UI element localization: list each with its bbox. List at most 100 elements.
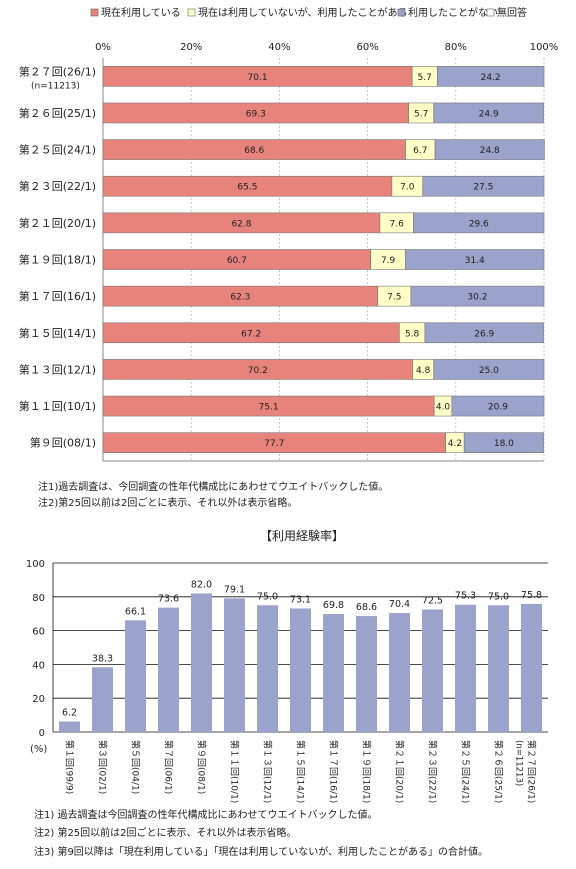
legend-swatch-0 bbox=[90, 8, 99, 17]
x-tick-label-0: 0% bbox=[95, 42, 111, 53]
rate-value-9: 68.6 bbox=[356, 602, 377, 613]
bar-value-1-0: 69.3 bbox=[246, 109, 266, 119]
x-tick-label-1: 20% bbox=[180, 42, 202, 53]
category-label-14: 第２７回(26/1) bbox=[526, 740, 538, 803]
bar-value-9-1: 4.0 bbox=[436, 403, 451, 413]
bar-seg-8-2 bbox=[433, 359, 545, 380]
legend-swatch-1 bbox=[187, 8, 196, 17]
bar-value-8-2: 25.0 bbox=[479, 366, 499, 376]
legend-swatch-2 bbox=[397, 8, 406, 17]
bar-value-7-1: 5.8 bbox=[405, 329, 420, 339]
rate-value-4: 82.0 bbox=[191, 579, 212, 590]
y-tick-label-3: 60 bbox=[32, 627, 45, 638]
category-label-4: 第２１回(20/1) bbox=[19, 216, 96, 230]
rate-value-6: 75.0 bbox=[257, 591, 278, 602]
bar-value-1-2: 24.9 bbox=[479, 109, 499, 119]
y-tick-label-5: 100 bbox=[26, 559, 45, 570]
rate-bar-1 bbox=[92, 667, 113, 732]
bar-value-5-2: 31.4 bbox=[465, 256, 485, 266]
rate-bar-9 bbox=[356, 616, 377, 732]
bar-seg-4-2 bbox=[413, 212, 545, 234]
category-label-6: 第１３回(12/1) bbox=[262, 740, 274, 803]
bar-value-10-2: 18.0 bbox=[494, 439, 514, 449]
note-top-2: 注2)第25回以前は2回ごとに表示、それ以外は表示省略。 bbox=[38, 498, 298, 509]
bar-value-7-0: 67.2 bbox=[241, 329, 261, 339]
rate-value-0: 6.2 bbox=[62, 708, 77, 719]
bar-seg-7-2 bbox=[424, 322, 544, 344]
rate-value-2: 66.1 bbox=[125, 606, 146, 617]
bar-value-8-0: 70.2 bbox=[248, 366, 268, 376]
rate-bar-6 bbox=[257, 605, 278, 732]
category-label-5: 第１９回(18/1) bbox=[19, 253, 96, 267]
bar-value-0-1: 5.7 bbox=[418, 73, 432, 83]
x-tick-label-5: 100% bbox=[530, 42, 559, 53]
bar-value-9-0: 75.1 bbox=[259, 403, 279, 413]
category-label-2: 第５回(04/1) bbox=[130, 740, 142, 794]
bar-value-9-2: 20.9 bbox=[488, 403, 508, 413]
category-label-9: 第１９回(18/1) bbox=[361, 740, 373, 803]
bar-seg-3-2 bbox=[422, 175, 545, 197]
rate-value-8: 69.8 bbox=[323, 600, 344, 611]
category-label-10: 第２１回(20/1) bbox=[394, 740, 406, 803]
bar-value-4-2: 29.6 bbox=[469, 219, 489, 229]
category-label-0: 第１回(99/9) bbox=[64, 740, 76, 794]
sample-size-label: (n=11213) bbox=[31, 81, 80, 91]
legend-swatch-3 bbox=[486, 8, 495, 17]
rate-value-12: 75.3 bbox=[455, 591, 476, 602]
y-tick-label-4: 80 bbox=[32, 593, 45, 604]
rate-value-10: 70.4 bbox=[389, 599, 410, 610]
category-label-2: 第２５回(24/1) bbox=[19, 143, 96, 157]
bar-seg-10-2 bbox=[463, 432, 544, 453]
bar-value-6-1: 7.5 bbox=[387, 293, 401, 303]
bar-seg-0-2 bbox=[436, 66, 545, 87]
bar-value-2-2: 24.8 bbox=[480, 146, 500, 156]
bar-seg-6-2 bbox=[410, 285, 545, 307]
category-label-0: 第２７回(26/1) bbox=[19, 64, 96, 78]
rate-bar-7 bbox=[290, 608, 311, 732]
legend-label-3: 無回答 bbox=[497, 6, 527, 19]
note-bottom-3: 注3) 第9回以降は「現在利用している」「現在は利用していないが、利用したことが… bbox=[34, 847, 489, 858]
note-bottom-2: 注2) 第25回以前は2回ごとに表示、それ以外は表示省略。 bbox=[34, 828, 297, 839]
category-label-8: 第１３回(12/1) bbox=[19, 362, 96, 376]
bar-seg-2-2 bbox=[434, 139, 545, 160]
bar-value-6-2: 30.2 bbox=[467, 293, 487, 303]
rate-bar-10 bbox=[389, 613, 410, 732]
rate-bar-13 bbox=[488, 605, 509, 732]
rate-bar-12 bbox=[455, 604, 476, 732]
bar-value-4-1: 7.6 bbox=[390, 219, 405, 229]
category-label-10: 第９回(08/1) bbox=[30, 436, 96, 450]
y-tick-label-0: 0 bbox=[39, 728, 45, 739]
rate-value-3: 73.6 bbox=[158, 594, 179, 605]
rate-bar-2 bbox=[125, 620, 146, 732]
bar-seg-1-2 bbox=[433, 102, 544, 124]
category-label-1: 第３回(02/1) bbox=[97, 740, 109, 794]
category-label-3: 第２３回(22/1) bbox=[19, 179, 96, 193]
y-tick-label-2: 40 bbox=[32, 660, 45, 671]
rate-bar-0 bbox=[59, 721, 80, 732]
rate-value-7: 73.1 bbox=[290, 594, 311, 605]
bar-value-5-0: 60.7 bbox=[227, 256, 247, 266]
bar-value-6-0: 62.3 bbox=[230, 293, 250, 303]
chart-title: 【利用経験率】 bbox=[260, 528, 344, 543]
rate-value-5: 79.1 bbox=[224, 584, 245, 595]
bar-value-3-1: 7.0 bbox=[400, 183, 415, 193]
bar-seg-5-2 bbox=[405, 249, 545, 270]
legend-label-0: 現在利用している bbox=[101, 7, 181, 19]
bar-value-5-1: 7.9 bbox=[381, 256, 396, 266]
bar-value-0-0: 70.1 bbox=[248, 73, 268, 83]
y-unit-label: (%) bbox=[30, 744, 47, 755]
bar-value-8-1: 4.8 bbox=[416, 366, 431, 376]
note-bottom-1: 注1) 過去調査は今回調査の性年代構成比にあわせてウエイトバックした値。 bbox=[34, 810, 378, 821]
bar-value-7-2: 26.9 bbox=[474, 329, 494, 339]
category-label-12: 第２５回(24/1) bbox=[460, 740, 472, 803]
bar-value-10-0: 77.7 bbox=[264, 439, 284, 449]
bar-value-2-0: 68.6 bbox=[244, 146, 264, 156]
rate-bar-8 bbox=[323, 614, 344, 732]
category-label-7: 第１５回(14/1) bbox=[19, 326, 96, 340]
bar-value-10-1: 4.2 bbox=[448, 439, 462, 449]
rate-value-14: 75.8 bbox=[521, 590, 542, 601]
rate-value-11: 72.5 bbox=[422, 595, 443, 606]
category-label-8: 第１７回(16/1) bbox=[328, 740, 340, 803]
category-label-1: 第２６回(25/1) bbox=[19, 106, 96, 120]
rate-bar-11 bbox=[422, 609, 443, 732]
